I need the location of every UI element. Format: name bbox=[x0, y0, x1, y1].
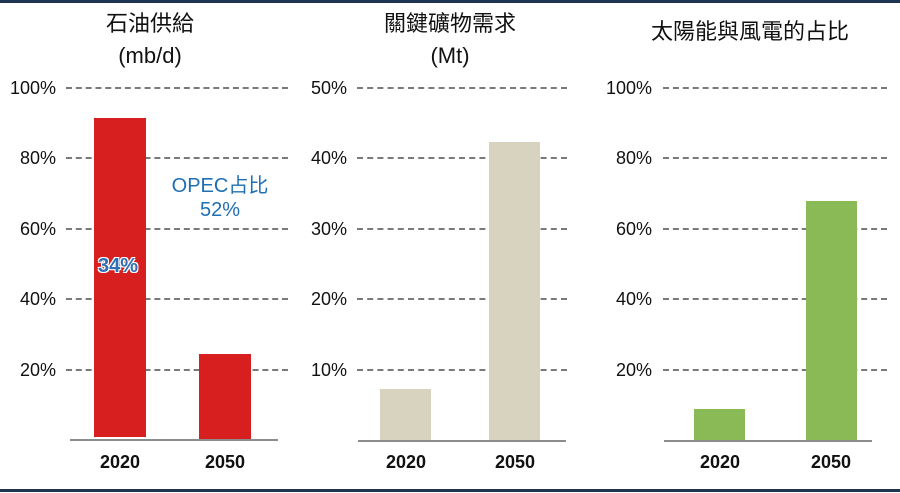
gridline bbox=[663, 228, 887, 230]
gridline bbox=[663, 157, 887, 159]
gridline bbox=[357, 369, 567, 371]
x-axis-baseline bbox=[70, 439, 278, 441]
bar-renewables-2020 bbox=[694, 409, 745, 440]
ytick: 60% bbox=[615, 219, 652, 239]
oil-2020-bar-label: 34% bbox=[98, 255, 139, 277]
ytick: 20% bbox=[615, 360, 652, 380]
bar-renewables-2050 bbox=[806, 201, 857, 440]
minerals-title-line1: 關鍵礦物需求 bbox=[383, 11, 516, 36]
gridline bbox=[66, 228, 288, 230]
opec-annotation: OPEC占比 52% bbox=[160, 174, 280, 222]
oil-title-line2: (mb/d) bbox=[118, 43, 182, 68]
gridline bbox=[66, 157, 288, 159]
bar-minerals-2050 bbox=[489, 142, 540, 440]
oil-title-line1: 石油供給 bbox=[105, 11, 194, 36]
x-label-2050: 2050 bbox=[204, 452, 246, 472]
bar-oil-2050 bbox=[199, 354, 251, 440]
ytick: 50% bbox=[310, 78, 347, 98]
ytick: 20% bbox=[19, 360, 56, 380]
gridline bbox=[357, 228, 567, 230]
ytick: 100% bbox=[605, 78, 652, 98]
ytick: 20% bbox=[310, 289, 347, 309]
x-label-2050: 2050 bbox=[810, 452, 852, 472]
bottom-frame-rule bbox=[0, 489, 900, 492]
ytick: 10% bbox=[310, 360, 347, 380]
x-label-2020: 2020 bbox=[385, 452, 427, 472]
gridline bbox=[663, 87, 887, 89]
gridline bbox=[357, 87, 567, 89]
x-axis-baseline bbox=[664, 440, 872, 442]
ytick: 80% bbox=[19, 148, 56, 168]
gridline bbox=[357, 298, 567, 300]
oil-supply-panel: 石油供給 (mb/d) 100% 80% 60% 40% 20% 34% OPE… bbox=[0, 0, 300, 489]
gridline bbox=[663, 298, 887, 300]
minerals-title-line2: (Mt) bbox=[430, 43, 470, 68]
top-frame-rule bbox=[0, 0, 900, 3]
x-label-2050: 2050 bbox=[494, 452, 536, 472]
x-axis-baseline bbox=[358, 440, 566, 442]
ytick: 40% bbox=[310, 148, 347, 168]
ytick: 60% bbox=[19, 219, 56, 239]
opec-annotation-line2: 52% bbox=[199, 199, 241, 221]
renewables-title: 太陽能與風電的占比 bbox=[650, 19, 849, 44]
ytick: 40% bbox=[19, 289, 56, 309]
renewables-share-panel: 太陽能與風電的占比 100% 80% 60% 40% 20% 2020 2050 bbox=[600, 0, 900, 489]
ytick: 80% bbox=[615, 148, 652, 168]
gridline bbox=[66, 87, 288, 89]
ytick: 40% bbox=[615, 289, 652, 309]
ytick: 100% bbox=[9, 78, 56, 98]
gridline bbox=[66, 369, 288, 371]
opec-annotation-line1: OPEC占比 bbox=[171, 175, 269, 197]
gridline bbox=[66, 298, 288, 300]
bar-minerals-2020 bbox=[380, 389, 431, 440]
gridline bbox=[357, 157, 567, 159]
x-label-2020: 2020 bbox=[99, 452, 141, 472]
bar-oil-2020 bbox=[94, 118, 146, 437]
gridline bbox=[663, 369, 887, 371]
x-label-2020: 2020 bbox=[699, 452, 741, 472]
minerals-demand-panel: 關鍵礦物需求 (Mt) 50% 40% 30% 20% 10% 2020 205… bbox=[300, 0, 600, 489]
ytick: 30% bbox=[310, 219, 347, 239]
